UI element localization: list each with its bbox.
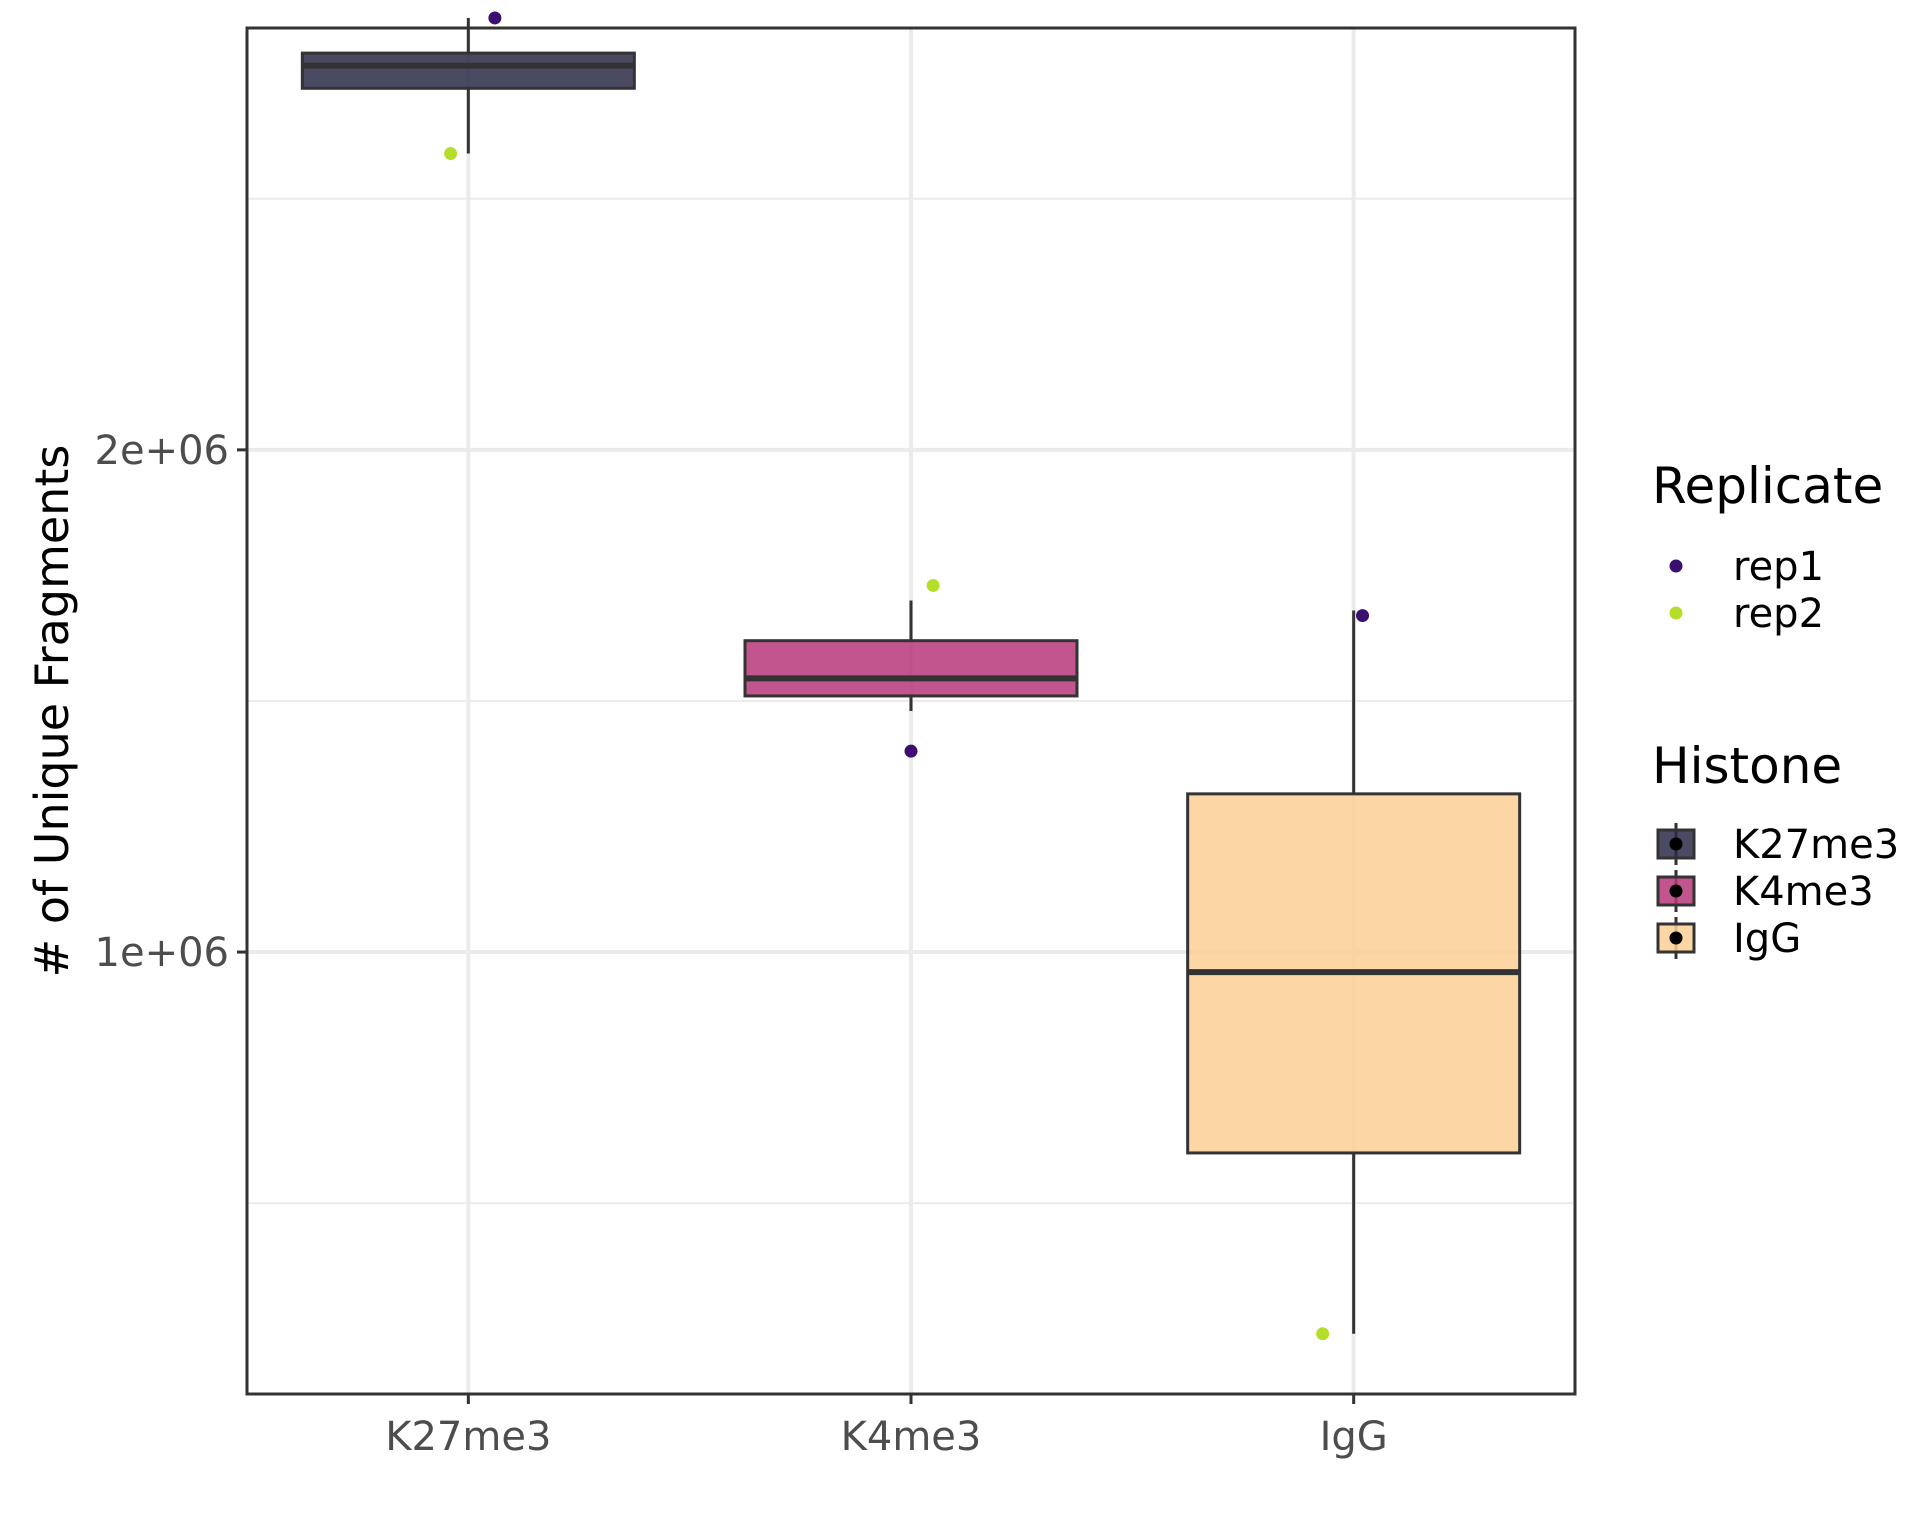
legend-label: K27me3 xyxy=(1733,822,1899,868)
legend-label: IgG xyxy=(1733,916,1801,962)
data-point-rep1 xyxy=(904,744,918,758)
x-tick-label: K4me3 xyxy=(841,1414,982,1460)
legend-title: Replicate xyxy=(1652,457,1883,515)
data-point-rep1 xyxy=(1356,609,1370,623)
data-point-rep2 xyxy=(444,147,458,161)
legend-label: rep2 xyxy=(1733,591,1824,637)
x-tick-label: IgG xyxy=(1320,1414,1388,1460)
legend-key-dot xyxy=(1669,884,1683,898)
axes: 1e+06 2e+06 K27me3 K4me3 IgG xyxy=(95,428,1388,1460)
box-k4me3 xyxy=(743,600,1079,711)
box-k27me3 xyxy=(300,17,636,154)
box-igg xyxy=(1186,610,1522,1334)
data-point-rep2 xyxy=(926,578,940,592)
legend-label: rep1 xyxy=(1733,544,1824,590)
data-point-rep1 xyxy=(488,11,502,25)
y-tick-label: 1e+06 xyxy=(95,930,229,976)
data-points xyxy=(444,11,1370,1341)
box-body xyxy=(300,51,636,90)
y-axis-title: # of Unique Fragments xyxy=(25,445,79,978)
boxes xyxy=(300,17,1522,1334)
legend-key-dot xyxy=(1669,931,1683,945)
legend-key-point xyxy=(1669,559,1683,573)
legend-title: Histone xyxy=(1652,737,1842,795)
box-body xyxy=(743,639,1079,698)
legend-key-dot xyxy=(1669,837,1683,851)
x-tick-label: K27me3 xyxy=(385,1414,551,1460)
data-point-rep2 xyxy=(1316,1327,1330,1341)
y-tick-label: 2e+06 xyxy=(95,428,229,474)
legend-label: K4me3 xyxy=(1733,869,1874,915)
legend-key-point xyxy=(1669,606,1683,620)
